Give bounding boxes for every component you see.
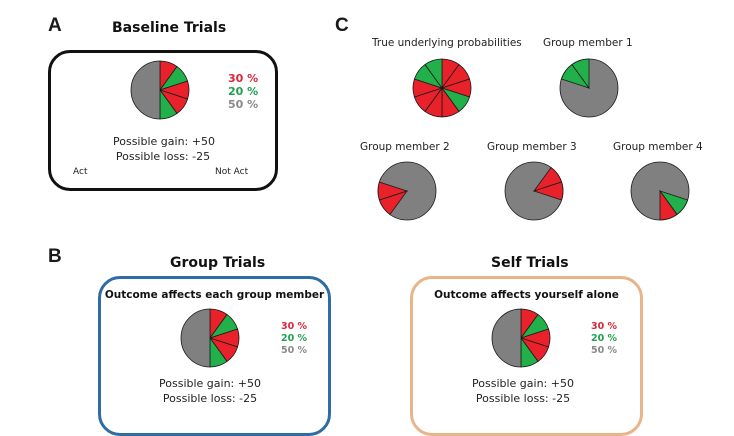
group-member-2-pie [377,161,437,221]
group-member-3-label: Group member 3 [487,141,577,153]
legend-gray-percent: 50 % [281,345,308,356]
baseline-possible-gain: Possible gain: +50 [113,135,215,148]
legend-green-percent: 20 % [281,333,308,344]
group-trials-subtitle: Outcome affects each group member [104,289,325,301]
self-possible-loss: Possible loss: -25 [475,392,571,405]
group-member-1-label: Group member 1 [543,37,633,49]
legend-red-percent: 30 % [281,321,308,332]
group-member-2-label: Group member 2 [360,141,450,153]
self-trials-title: Self Trials [491,255,569,271]
legend-gray-percent: 50 % [228,98,259,111]
group-member-3-pie [504,161,564,221]
red-slice [659,189,678,221]
group-possible-gain: Possible gain: +50 [159,377,261,390]
true-probabilities-label: True underlying probabilities [372,37,522,49]
panel-a-letter: A [48,15,62,36]
group-member-4-pie [630,161,690,221]
baseline-trials-title: Baseline Trials [112,20,227,36]
group-trials-pie [180,308,240,368]
gray-slice [130,60,161,120]
self-trials-pie [491,308,551,368]
green-slice [571,58,590,90]
baseline-pie-chart [130,60,190,120]
gray-slice [491,308,522,368]
baseline-possible-loss: Possible loss: -25 [115,150,211,163]
red-slice [377,181,409,201]
group-member-4-label: Group member 4 [613,141,703,153]
true-probabilities-pie [412,58,472,118]
not-act-label: Not Act [215,167,249,177]
group-trials-legend: 30 % 20 % 50 % [281,321,307,357]
red-slice [532,181,564,201]
baseline-legend: 30 % 20 % 50 % [228,72,258,111]
legend-red-percent: 30 % [591,321,618,332]
legend-gray-percent: 50 % [591,345,618,356]
self-possible-gain: Possible gain: +50 [472,377,574,390]
group-trials-title: Group Trials [170,255,266,271]
legend-red-percent: 30 % [228,72,259,85]
legend-green-percent: 20 % [228,85,259,98]
self-trials-subtitle: Outcome affects yourself alone [434,289,619,301]
group-possible-loss: Possible loss: -25 [162,392,258,405]
green-slice [424,58,443,90]
act-label: Act [73,167,88,177]
self-trials-legend: 30 % 20 % 50 % [591,321,617,357]
panel-b-letter: B [48,246,62,267]
legend-green-percent: 20 % [591,333,618,344]
gray-slice [180,308,211,368]
group-member-1-pie [559,58,619,118]
panel-c-letter: C [335,15,349,36]
